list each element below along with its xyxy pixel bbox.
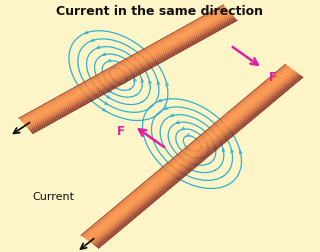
- Polygon shape: [31, 19, 237, 133]
- Polygon shape: [85, 67, 291, 239]
- Text: F: F: [269, 71, 277, 84]
- Polygon shape: [32, 20, 237, 134]
- Polygon shape: [28, 16, 234, 130]
- Polygon shape: [96, 75, 301, 247]
- Polygon shape: [20, 6, 226, 120]
- Polygon shape: [30, 18, 236, 132]
- Polygon shape: [19, 6, 225, 120]
- Polygon shape: [21, 8, 227, 122]
- Polygon shape: [21, 7, 226, 121]
- Polygon shape: [82, 65, 287, 237]
- Polygon shape: [94, 74, 300, 246]
- Polygon shape: [28, 15, 233, 129]
- Polygon shape: [84, 66, 289, 238]
- Polygon shape: [92, 72, 297, 244]
- Polygon shape: [30, 17, 235, 132]
- Polygon shape: [95, 75, 300, 246]
- Polygon shape: [90, 71, 295, 243]
- Polygon shape: [23, 10, 228, 124]
- Polygon shape: [24, 11, 230, 125]
- Polygon shape: [26, 13, 231, 127]
- Polygon shape: [86, 68, 292, 240]
- Polygon shape: [97, 76, 302, 248]
- Polygon shape: [29, 17, 235, 131]
- Polygon shape: [27, 14, 233, 128]
- Polygon shape: [98, 76, 303, 248]
- Polygon shape: [81, 64, 286, 236]
- Polygon shape: [84, 67, 290, 239]
- Polygon shape: [23, 10, 229, 124]
- Polygon shape: [22, 9, 228, 123]
- Text: F: F: [117, 124, 125, 138]
- Polygon shape: [88, 69, 293, 241]
- Polygon shape: [93, 73, 299, 245]
- Text: Current: Current: [32, 192, 74, 202]
- Polygon shape: [25, 12, 230, 126]
- Text: Current in the same direction: Current in the same direction: [57, 5, 263, 18]
- Polygon shape: [87, 69, 292, 241]
- Polygon shape: [19, 5, 224, 119]
- Polygon shape: [26, 13, 232, 128]
- Polygon shape: [83, 65, 288, 237]
- Polygon shape: [91, 71, 296, 243]
- Polygon shape: [92, 73, 298, 244]
- Polygon shape: [89, 70, 294, 242]
